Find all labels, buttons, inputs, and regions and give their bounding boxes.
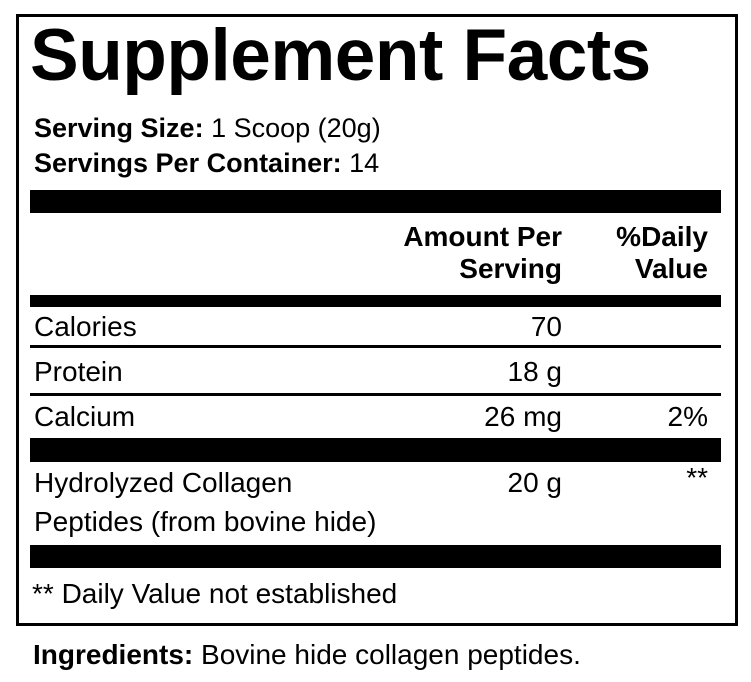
row-name: Protein [34, 356, 123, 387]
row-amount: 70 [530, 311, 562, 342]
collagen-daily-value: ** [686, 462, 708, 493]
ingredients-value: Bovine hide collagen peptides. [201, 639, 581, 670]
collagen-name-line2: Peptides (from bovine hide) [34, 506, 377, 537]
footnote: ** Daily Value not established [32, 578, 398, 609]
row-amount: 18 g [507, 356, 563, 387]
collagen-amount: 20 g [507, 467, 563, 498]
serving-size-label: Serving Size: [34, 113, 204, 143]
thin-divider [30, 393, 721, 396]
ingredients: Ingredients: Bovine hide collagen peptid… [33, 639, 581, 671]
servings-per-container-value: 14 [349, 148, 380, 178]
panel-title: Supplement Facts [30, 15, 651, 96]
collagen-name-line1: Hydrolyzed Collagen [34, 467, 293, 498]
row-name: Calcium [34, 401, 136, 432]
serving-size: Serving Size: 1 Scoop (20g) [34, 113, 381, 144]
serving-size-value: 1 Scoop (20g) [211, 113, 381, 143]
medium-divider [30, 295, 721, 307]
servings-per-container-label: Servings Per Container: [34, 148, 342, 178]
dv-header-line2: Value [634, 253, 708, 284]
ingredients-label: Ingredients: [33, 639, 194, 670]
thin-divider [30, 345, 721, 348]
row-name: Calories [34, 311, 137, 342]
row-amount: 26 mg [484, 401, 562, 432]
servings-per-container: Servings Per Container: 14 [34, 148, 379, 179]
thick-divider [30, 545, 721, 568]
supplement-facts-panel [16, 14, 738, 626]
thick-divider [30, 190, 721, 213]
row-daily-value: 2% [667, 401, 708, 432]
dv-header-line1: %Daily [616, 221, 708, 252]
amount-header-line1: Amount Per [403, 221, 562, 252]
amount-header-line2: Serving [459, 253, 562, 284]
thick-divider [30, 438, 721, 462]
amount-per-serving-header: Amount Per Serving [403, 221, 562, 285]
daily-value-header: %Daily Value [616, 221, 708, 285]
